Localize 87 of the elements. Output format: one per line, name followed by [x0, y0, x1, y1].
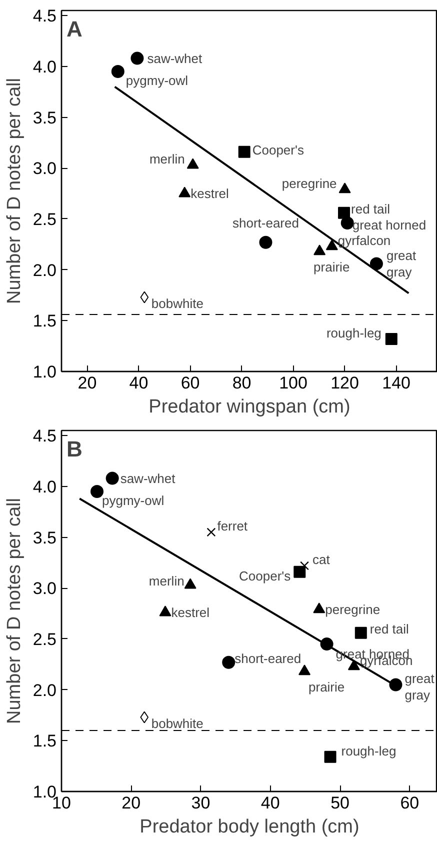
y-tick-label: 1.5	[32, 732, 57, 751]
annotation: ferret	[217, 518, 248, 534]
point	[326, 240, 338, 250]
y-tick-label: 4.0	[32, 57, 57, 76]
y-tick-label: 4.0	[32, 477, 57, 496]
point	[314, 244, 326, 256]
x-axis-title: Predator wingspan (cm)	[148, 396, 350, 418]
annotation: peregrine	[282, 176, 337, 191]
annotation: gyrfalcon	[338, 232, 391, 248]
annotation: rough-leg	[326, 325, 382, 340]
y-tick-label: 3.0	[32, 159, 57, 178]
point	[300, 561, 309, 570]
point	[184, 578, 196, 589]
point	[222, 656, 236, 669]
point	[106, 472, 119, 485]
y-tick-label: 2.0	[32, 260, 57, 280]
annotation: prairie	[308, 680, 345, 695]
x-tick-label: 30	[191, 794, 210, 812]
annotation: bobwhite	[151, 716, 204, 731]
x-tick-label: 20	[122, 794, 141, 812]
annotation: cat	[312, 552, 330, 568]
point	[206, 528, 216, 537]
x-tick-label: 60	[180, 374, 200, 392]
point	[130, 52, 144, 65]
annotation: red tail	[351, 201, 390, 216]
point	[238, 146, 250, 158]
annotation: short-eared	[232, 215, 299, 230]
x-tick-label: 40	[260, 794, 280, 812]
annotation: kestrel	[171, 605, 210, 620]
y-tick-label: 2.0	[32, 680, 57, 700]
annotation: short-eared	[234, 650, 302, 666]
chart-title: A	[66, 16, 82, 42]
point	[90, 485, 104, 498]
annotation: great horned	[352, 218, 426, 233]
y-tick-label: 2.5	[32, 210, 57, 229]
point	[324, 750, 336, 763]
y-axis-title: Number of D notes per call	[4, 78, 25, 304]
annotation: kestrel	[190, 186, 229, 202]
y-axis-title: Number of D notes per call	[4, 498, 25, 724]
point	[259, 236, 272, 249]
point	[338, 182, 351, 194]
annotation: great gray	[404, 670, 435, 702]
x-tick-label: 120	[330, 374, 359, 392]
chart-title: B	[66, 436, 82, 462]
point	[354, 626, 367, 639]
point	[159, 606, 172, 616]
point	[294, 566, 306, 578]
x-tick-label: 50	[330, 794, 350, 812]
annotation: great gray	[386, 248, 416, 280]
point	[140, 711, 149, 724]
y-tick-label: 1.5	[32, 312, 57, 331]
annotation: peregrine	[325, 602, 380, 617]
annotation: prairie	[314, 260, 350, 275]
point	[338, 206, 350, 219]
x-tick-label: 60	[400, 794, 420, 812]
point	[313, 602, 326, 614]
annotation: rough-leg	[341, 743, 396, 758]
y-tick-label: 3.5	[32, 108, 57, 128]
x-axis-title: Predator body length (cm)	[140, 816, 360, 838]
point	[178, 186, 191, 198]
annotation: merlin	[148, 574, 184, 589]
y-tick-label: 3.5	[32, 528, 57, 548]
point	[186, 158, 199, 169]
y-tick-label: 4.5	[32, 6, 57, 26]
point	[298, 664, 311, 676]
annotation: saw-whet	[120, 470, 176, 486]
annotation: pygmy-owl	[126, 73, 188, 88]
annotation: saw-whet	[147, 50, 203, 66]
y-tick-label: 2.5	[32, 630, 57, 649]
x-tick-label: 100	[279, 374, 308, 392]
point	[140, 291, 149, 304]
point	[370, 257, 383, 270]
x-tick-label: 80	[232, 374, 252, 392]
x-tick-label: 20	[78, 374, 97, 392]
x-tick-label: 40	[129, 374, 148, 392]
annotation: bobwhite	[151, 296, 204, 311]
point	[111, 65, 124, 78]
annotation: pygmy-owl	[102, 493, 164, 508]
point	[385, 332, 398, 345]
annotation: merlin	[149, 152, 185, 167]
y-tick-label: 1.0	[32, 362, 57, 382]
annotation: Cooper's	[239, 568, 292, 584]
x-tick-label: 140	[382, 374, 410, 392]
y-tick-label: 3.0	[32, 579, 57, 598]
annotation: red tail	[370, 621, 410, 636]
y-tick-label: 4.5	[32, 426, 57, 446]
annotation: Cooper's	[252, 142, 304, 158]
